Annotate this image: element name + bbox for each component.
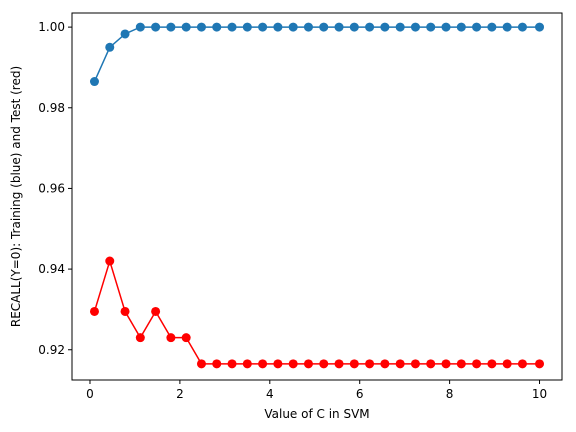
series-1 <box>89 256 545 369</box>
data-point <box>212 359 222 369</box>
data-point <box>273 22 283 32</box>
data-point <box>487 359 497 369</box>
x-tick-label: 10 <box>532 387 547 401</box>
data-point <box>441 22 451 32</box>
y-axis-label: RECALL(Y=0): Training (blue) and Test (r… <box>9 66 23 327</box>
series-0 <box>89 22 545 87</box>
data-point <box>395 22 405 32</box>
data-point <box>105 256 115 266</box>
data-point <box>380 22 390 32</box>
x-tick-label: 6 <box>356 387 364 401</box>
y-tick-label: 0.98 <box>38 101 65 115</box>
x-tick-label: 8 <box>446 387 454 401</box>
data-point <box>456 359 466 369</box>
data-point <box>196 359 206 369</box>
data-point <box>410 22 420 32</box>
data-point <box>365 22 375 32</box>
y-tick-label: 0.96 <box>38 181 65 195</box>
data-point <box>517 22 527 32</box>
data-point <box>242 359 252 369</box>
data-point <box>303 22 313 32</box>
y-tick-label: 0.92 <box>38 343 65 357</box>
y-tick-label: 0.94 <box>38 262 65 276</box>
data-point <box>441 359 451 369</box>
data-point <box>227 359 237 369</box>
data-point <box>258 22 268 32</box>
data-point <box>212 22 222 32</box>
series-layer <box>89 22 545 369</box>
x-axis-label: Value of C in SVM <box>264 407 369 421</box>
y-axis-ticks: 0.92 0.94 0.96 0.98 1.00 <box>38 20 72 357</box>
data-point <box>151 306 161 316</box>
data-point <box>426 22 436 32</box>
data-point <box>166 22 176 32</box>
data-point <box>502 22 512 32</box>
data-point <box>288 22 298 32</box>
data-point <box>517 359 527 369</box>
data-point <box>120 29 130 39</box>
data-point <box>472 22 482 32</box>
data-point <box>135 333 145 343</box>
data-point <box>365 359 375 369</box>
data-point <box>135 22 145 32</box>
data-point <box>303 359 313 369</box>
data-point <box>89 77 99 87</box>
data-point <box>535 22 545 32</box>
y-tick-label: 1.00 <box>38 20 65 34</box>
data-point <box>273 359 283 369</box>
data-point <box>472 359 482 369</box>
data-point <box>319 359 329 369</box>
x-axis-ticks: 0 2 4 6 8 10 <box>86 380 547 401</box>
data-point <box>181 22 191 32</box>
data-point <box>349 22 359 32</box>
data-point <box>89 306 99 316</box>
data-point <box>502 359 512 369</box>
data-point <box>181 333 191 343</box>
data-point <box>288 359 298 369</box>
plot-frame <box>71 12 563 381</box>
data-point <box>319 22 329 32</box>
data-point <box>349 359 359 369</box>
data-point <box>410 359 420 369</box>
data-point <box>151 22 161 32</box>
data-point <box>258 359 268 369</box>
data-point <box>166 333 176 343</box>
x-tick-label: 0 <box>86 387 94 401</box>
x-tick-label: 2 <box>176 387 184 401</box>
data-point <box>380 359 390 369</box>
data-point <box>105 42 115 52</box>
data-point <box>487 22 497 32</box>
data-point <box>120 306 130 316</box>
data-point <box>456 22 466 32</box>
data-point <box>334 359 344 369</box>
data-point <box>334 22 344 32</box>
data-point <box>227 22 237 32</box>
data-point <box>535 359 545 369</box>
data-point <box>242 22 252 32</box>
data-point <box>395 359 405 369</box>
x-tick-label: 4 <box>266 387 274 401</box>
data-point <box>196 22 206 32</box>
data-point <box>426 359 436 369</box>
